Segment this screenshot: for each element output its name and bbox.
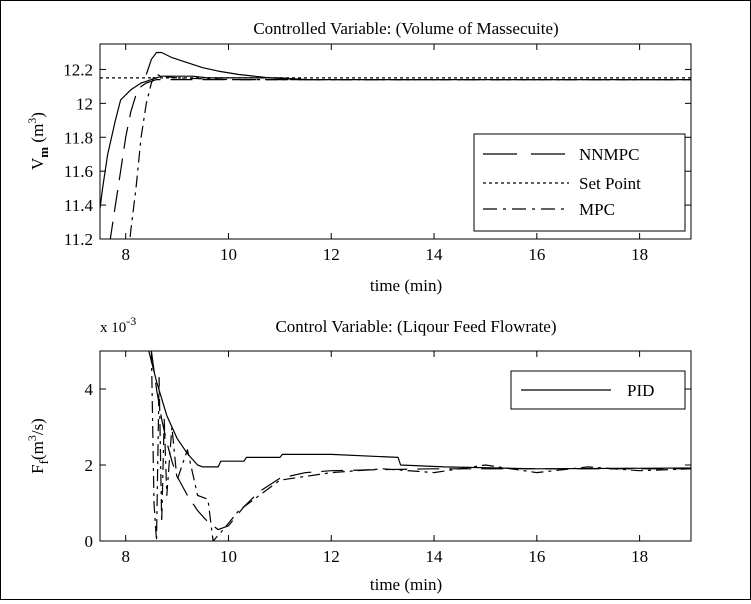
- top-title: Controlled Variable: (Volume of Massecui…: [253, 19, 558, 38]
- bottom-ytick-label: 0: [85, 532, 94, 551]
- top-y-label-unit-close: ): [28, 112, 47, 118]
- bottom-ticks: 8 10 12 14 16 18 0 2 4: [85, 351, 691, 566]
- bottom-xtick-label: 18: [631, 547, 648, 566]
- bottom-series-nnmpc: [150, 351, 691, 531]
- top-y-label-unit-sup: 3: [25, 118, 39, 124]
- bottom-y-label-unit-open: (m: [28, 441, 47, 460]
- top-ytick-label: 12: [76, 94, 93, 113]
- bottom-scale-base: x 10: [100, 320, 126, 336]
- top-ytick-label: 11.6: [64, 162, 93, 181]
- bottom-y-label-unit-close: /s): [28, 418, 47, 435]
- top-y-label-main: V: [28, 157, 47, 170]
- bottom-legend-label-pid: PID: [627, 381, 654, 400]
- top-series-nnmpc: [109, 78, 691, 239]
- top-ytick-label: 11.4: [64, 196, 94, 215]
- top-legend-label-nnmpc: NNMPC: [579, 145, 639, 164]
- top-ytick-label: 11.8: [64, 128, 93, 147]
- bottom-xtick-label: 14: [426, 547, 444, 566]
- bottom-series-pid: [148, 351, 691, 470]
- top-xtick-label: 10: [220, 245, 237, 264]
- top-xtick-label: 14: [426, 245, 444, 264]
- top-series-mpc: [129, 73, 691, 239]
- top-legend-label-mpc: MPC: [579, 200, 615, 219]
- top-xtick-label: 8: [121, 245, 130, 264]
- bottom-scale-exp: -3: [126, 314, 136, 328]
- top-ytick-label: 11.2: [64, 230, 93, 249]
- top-legend-label-setpoint: Set Point: [579, 174, 641, 193]
- top-x-label: time (min): [370, 276, 442, 295]
- bottom-y-label-unit-sup: 3: [25, 435, 39, 441]
- top-legend: NNMPC Set Point MPC: [473, 133, 686, 232]
- top-series-pid: [100, 75, 691, 209]
- bottom-x-label: time (min): [370, 575, 442, 594]
- bottom-legend: PID: [510, 370, 686, 410]
- bottom-ytick-label: 4: [85, 380, 94, 399]
- top-ticks: 8 10 12 14 16 18 11.2 11.4 11.6 11.8 12 12.2: [63, 44, 691, 264]
- top-series: [100, 51, 691, 239]
- top-series-pid-overshoot: [145, 51, 306, 81]
- bottom-series: [148, 351, 691, 541]
- top-xtick-label: 18: [631, 245, 648, 264]
- bottom-y-label: Ff(m3/s): [25, 418, 51, 474]
- top-y-label-unit-open: (m: [28, 124, 47, 147]
- bottom-scale-label: x 10-3: [100, 314, 136, 336]
- bottom-series-mpc: [150, 351, 691, 541]
- top-xtick-label: 12: [323, 245, 340, 264]
- bottom-axes-box: [99, 350, 692, 542]
- top-ytick-label: 12.2: [63, 60, 93, 79]
- bottom-ytick-label: 2: [85, 456, 94, 475]
- bottom-panel: x 10-3 Control Variable: (Liqour Feed Fl…: [25, 314, 692, 594]
- bottom-y-label-main: F: [28, 464, 47, 473]
- top-xtick-label: 16: [528, 245, 545, 264]
- bottom-xtick-label: 10: [220, 547, 237, 566]
- bottom-y-label-sub: f: [36, 459, 51, 464]
- bottom-xtick-label: 8: [121, 547, 130, 566]
- top-y-label-sub: m: [36, 147, 51, 158]
- top-axes-box: [99, 43, 692, 240]
- bottom-title: Control Variable: (Liqour Feed Flowrate): [275, 317, 556, 336]
- bottom-xtick-label: 16: [528, 547, 545, 566]
- top-panel: Controlled Variable: (Volume of Massecui…: [25, 19, 692, 295]
- top-y-label: Vm (m3): [25, 112, 51, 170]
- bottom-xtick-label: 12: [323, 547, 340, 566]
